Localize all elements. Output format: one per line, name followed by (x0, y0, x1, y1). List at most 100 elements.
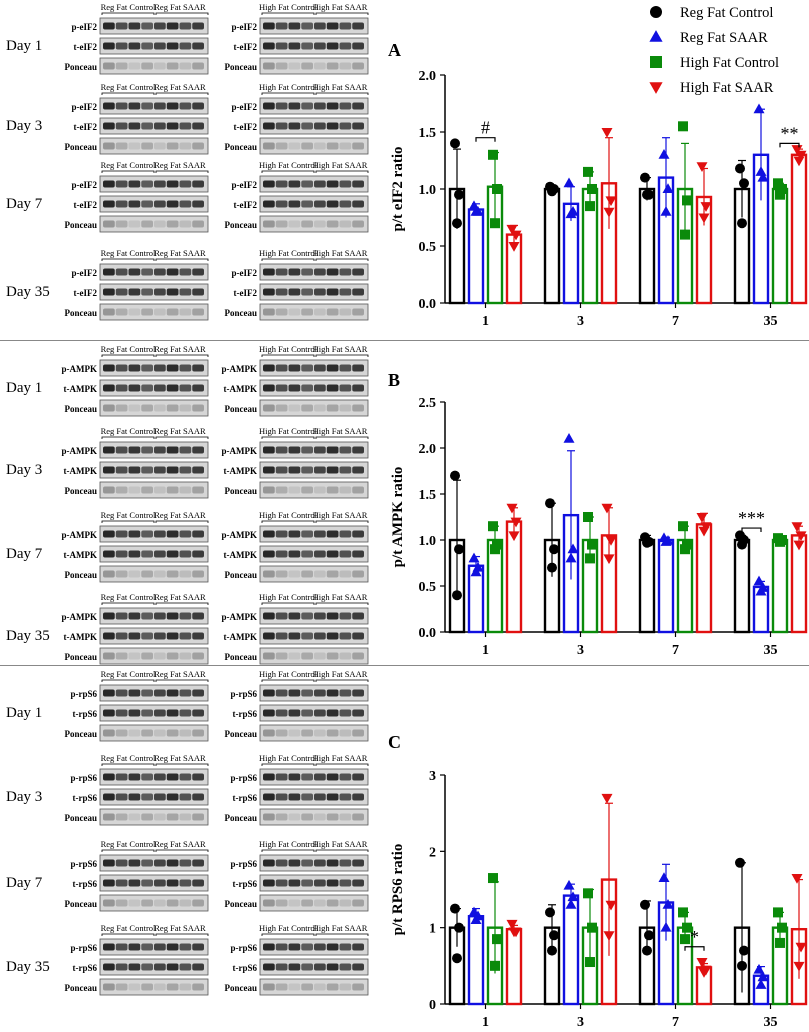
data-point (678, 521, 688, 532)
blot-band (154, 102, 166, 110)
blot-band (128, 652, 141, 660)
blot-band (339, 486, 352, 494)
blot-image (99, 461, 209, 479)
data-point (680, 229, 690, 240)
blot-band (314, 943, 326, 951)
blot-band (166, 899, 179, 907)
blot-band (179, 793, 192, 801)
blot-band (314, 288, 326, 296)
bar (543, 538, 561, 634)
blot-band (263, 859, 275, 867)
blot-band (128, 486, 141, 494)
blot-band (128, 570, 141, 578)
blot-band (301, 308, 313, 316)
blot-band (352, 550, 364, 558)
blot-band (263, 308, 275, 316)
x-tick-label: 7 (672, 1015, 679, 1030)
data-point (583, 512, 593, 522)
blot-row-label: Ponceau (65, 62, 98, 72)
blot-band (314, 308, 326, 316)
blot-band (128, 689, 141, 697)
blot-band (192, 364, 204, 372)
data-point (587, 184, 597, 194)
data-point (601, 503, 613, 514)
blot-band (192, 62, 204, 70)
blot-row-label: t-AMPK (224, 384, 258, 394)
blot-row-label: t-eIF2 (74, 200, 98, 210)
blot-bracket (315, 933, 369, 936)
blot-band (103, 268, 115, 276)
blot-band (326, 813, 339, 821)
blot-group-label: Reg Fat Control (101, 160, 156, 170)
blot-band (192, 530, 204, 538)
blot-band (275, 773, 288, 781)
blot-band (301, 384, 313, 392)
blot-band (179, 384, 192, 392)
data-point (470, 566, 482, 577)
blot-band (103, 879, 115, 887)
blot-band (314, 570, 326, 578)
x-tick-label: 1 (482, 643, 489, 658)
blot-band (141, 793, 153, 801)
panel-separator (0, 665, 809, 666)
blot-row-label: p-rpS6 (70, 773, 97, 783)
blot-band (192, 943, 204, 951)
blot-band (314, 550, 326, 558)
blot-band (154, 268, 166, 276)
blot-bracket (155, 354, 209, 357)
blot-band (352, 122, 364, 130)
blot-day-label: Day 3 (6, 462, 42, 478)
blot-band (275, 899, 288, 907)
x-tick-label: 35 (764, 314, 778, 329)
y-tick-label: 1.5 (419, 126, 437, 141)
data-point (644, 930, 654, 941)
blot-band (115, 550, 128, 558)
blot-band (314, 632, 326, 640)
data-point (795, 942, 807, 953)
data-point (737, 539, 747, 550)
blot-band (326, 220, 339, 228)
blot-band (154, 652, 166, 660)
blot-band (128, 709, 141, 717)
blot-band (103, 486, 115, 494)
blot-band (154, 983, 166, 991)
blot-band (275, 180, 288, 188)
blot-band (192, 404, 204, 412)
blot-band (339, 446, 352, 454)
y-tick-label: 2.0 (419, 69, 437, 84)
blot-bracket (101, 258, 155, 261)
blot-band (154, 689, 166, 697)
blot-band (115, 466, 128, 474)
blot-band (154, 22, 166, 30)
blot-band (301, 879, 313, 887)
blot-row-label: Ponceau (225, 813, 258, 823)
blot-day-label: Day 7 (6, 196, 43, 212)
blot-band (301, 466, 313, 474)
blot-band (192, 102, 204, 110)
significance-label: # (481, 118, 490, 138)
blot-band (115, 983, 128, 991)
blot-band (128, 308, 141, 316)
blot-band (326, 288, 339, 296)
significance-label: * (690, 927, 699, 947)
blot-band (192, 466, 204, 474)
blot-band (339, 364, 352, 372)
blot-image (99, 854, 209, 872)
blot-image (99, 607, 209, 625)
blot-band (314, 384, 326, 392)
blot-band (154, 773, 166, 781)
significance-bracket (475, 137, 496, 142)
blot-band (326, 62, 339, 70)
blot-band (128, 220, 141, 228)
blot-bracket (315, 763, 369, 766)
blot-band (275, 466, 288, 474)
blot-band (352, 813, 364, 821)
blot-image (99, 525, 209, 543)
blot-band (326, 793, 339, 801)
blot-day-label: Day 7 (6, 875, 43, 891)
blot-band (192, 22, 204, 30)
blot-image (99, 874, 209, 892)
data-point (658, 872, 670, 883)
blot-band (339, 859, 352, 867)
y-tick-label: 0 (429, 998, 436, 1013)
